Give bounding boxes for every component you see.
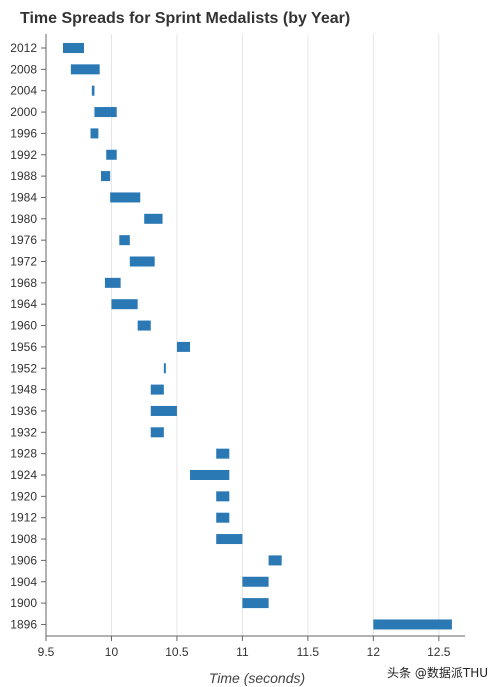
bar-2008 <box>70 64 100 75</box>
y-tick-label: 1906 <box>10 553 37 567</box>
bar-1964 <box>111 299 138 310</box>
y-tick-label: 1988 <box>10 169 37 183</box>
tick-labels: 9.5 10 10.5 11 11.5 12 12.5 2012 2008 2004 2000 199… <box>10 41 451 659</box>
bar-1912 <box>216 512 230 523</box>
bar-2012 <box>63 43 84 53</box>
bar-1932 <box>150 427 164 438</box>
y-tick-label: 1908 <box>10 532 37 546</box>
x-tick-label: 12.5 <box>427 645 451 659</box>
bar-1908 <box>216 534 243 545</box>
y-tick-label: 2004 <box>10 84 37 98</box>
y-tick-label: 1984 <box>10 190 37 204</box>
y-tick-label: 1904 <box>10 575 37 589</box>
axes <box>41 34 465 641</box>
grid-lines <box>45 34 440 636</box>
bar-2000 <box>94 107 117 118</box>
bar-1972 <box>129 256 155 267</box>
bars <box>63 43 452 630</box>
watermark: 头条 @数据派THU <box>387 666 488 680</box>
x-tick-label: 9.5 <box>38 645 55 659</box>
y-tick-label: 1936 <box>10 404 37 418</box>
y-tick-label: 1928 <box>10 447 37 461</box>
chart-title: Time Spreads for Sprint Medalists (by Ye… <box>20 10 351 27</box>
bar-1936 <box>150 405 177 416</box>
bar-1976 <box>119 235 130 246</box>
bar-1968 <box>104 277 121 288</box>
bar-1996 <box>90 128 99 139</box>
bar-1992 <box>106 149 117 160</box>
bar-2004 <box>91 85 95 96</box>
bar-1984 <box>110 192 141 203</box>
bar-1956 <box>176 341 191 352</box>
x-tick-label: 10.5 <box>165 645 189 659</box>
y-tick-label: 1932 <box>10 425 37 439</box>
x-tick-label: 12 <box>367 645 381 659</box>
bar-1948 <box>150 384 164 395</box>
bar-1904 <box>242 576 269 587</box>
y-tick-label: 1900 <box>10 596 37 610</box>
y-tick-label: 1912 <box>10 511 37 525</box>
y-tick-label: 1992 <box>10 148 37 162</box>
y-tick-label: 2008 <box>10 62 37 76</box>
x-axis-title: Time (seconds) <box>209 670 305 686</box>
x-tick-label: 11.5 <box>297 645 320 659</box>
y-tick-label: 1924 <box>10 468 37 482</box>
bar-1906 <box>268 555 282 566</box>
bar-1900 <box>242 598 269 609</box>
x-tick-label: 11 <box>236 645 249 659</box>
x-tick-label: 10 <box>105 645 119 659</box>
bar-1924 <box>190 470 230 480</box>
bar-1896 <box>373 619 452 630</box>
y-tick-label: 1956 <box>10 340 37 354</box>
bar-1980 <box>144 213 163 224</box>
bar-1960 <box>137 320 151 331</box>
y-tick-label: 1896 <box>10 617 37 631</box>
y-tick-label: 1968 <box>10 276 37 290</box>
bar-1928 <box>216 448 230 459</box>
y-tick-label: 2012 <box>10 41 37 55</box>
bar-1988 <box>100 171 111 182</box>
y-tick-label: 1948 <box>10 383 37 397</box>
y-tick-label: 1980 <box>10 212 37 226</box>
y-tick-label: 1960 <box>10 319 37 333</box>
y-tick-label: 2000 <box>10 105 37 119</box>
y-tick-label: 1972 <box>10 255 37 269</box>
bar-1952 <box>163 363 166 374</box>
bar-1920 <box>216 491 230 502</box>
y-tick-label: 1996 <box>10 126 37 140</box>
y-tick-label: 1976 <box>10 233 37 247</box>
y-tick-label: 1920 <box>10 489 37 503</box>
y-tick-label: 1964 <box>10 297 37 311</box>
y-tick-label: 1952 <box>10 361 37 375</box>
